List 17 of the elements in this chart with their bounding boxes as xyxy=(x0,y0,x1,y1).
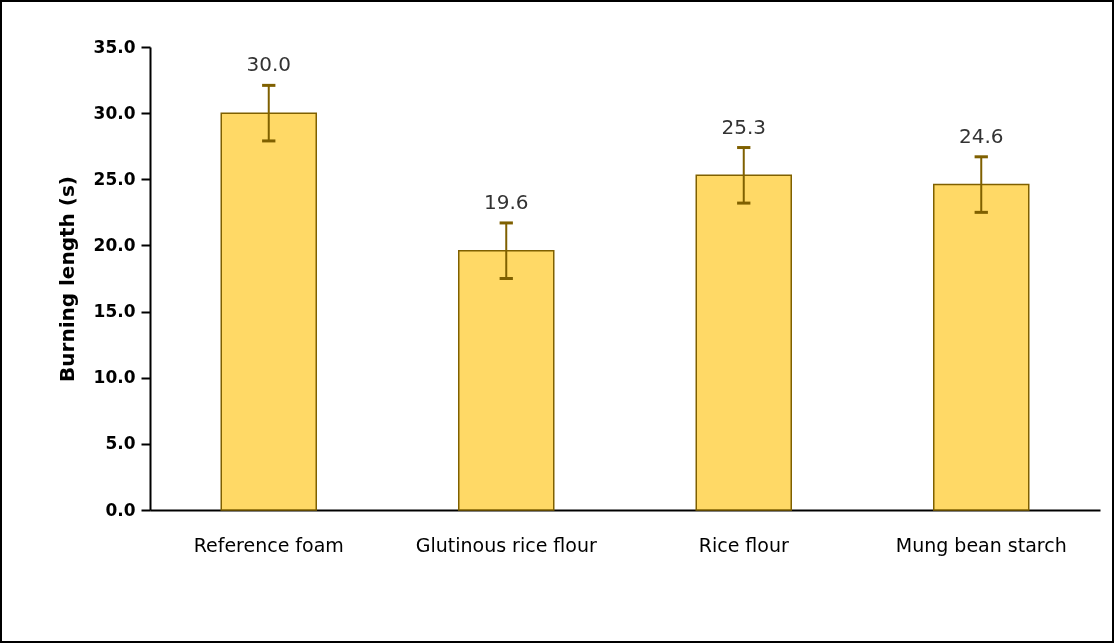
y-tick-label: 15.0 xyxy=(93,301,136,322)
y-tick-label: 20.0 xyxy=(93,234,136,255)
x-tick-label: Reference foam xyxy=(193,533,344,556)
y-tick-label: 5.0 xyxy=(105,433,136,454)
data-label: 25.3 xyxy=(721,114,767,139)
data-label: 19.6 xyxy=(483,189,529,214)
y-tick-label: 0.0 xyxy=(105,499,136,520)
y-tick-label: 10.0 xyxy=(93,367,136,388)
y-tick-label: 30.0 xyxy=(93,102,136,123)
y-axis-title: Burning length (s) xyxy=(54,176,79,382)
x-tick-label: Glutinous rice flour xyxy=(415,533,597,556)
y-tick-label: 25.0 xyxy=(93,168,136,189)
data-label: 30.0 xyxy=(246,52,292,77)
data-label: 24.6 xyxy=(958,123,1004,148)
x-tick-label: Rice flour xyxy=(698,533,789,556)
y-tick-label: 35.0 xyxy=(93,36,136,57)
x-tick-label: Mung bean starch xyxy=(895,533,1067,556)
